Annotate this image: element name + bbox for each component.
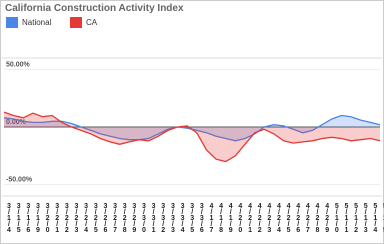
x-tick-label: 4/2/2 [256,203,263,233]
x-tick-label: 3/2/9 [131,203,138,233]
x-tick-label: 3/1/4 [6,203,13,233]
x-tick-label: 5/1/5 [382,203,384,233]
x-tick-label: 4/2/5 [285,203,292,233]
x-tick-label: 3/3/2 [160,203,167,233]
x-tick-label: 5/1/1 [343,203,350,233]
x-tick-label: 3/2/5 [92,203,99,233]
x-tick-label: 5/1/4 [372,203,379,233]
series-area [4,112,380,162]
x-tick-label: 5/1/0 [333,203,340,233]
series-area [4,115,380,141]
legend-swatch [6,17,18,28]
x-tick-label: 3/3/3 [169,203,176,233]
x-tick-label: 3/1/6 [25,203,32,233]
legend-swatch [70,17,82,28]
x-tick-label: 4/1/7 [208,203,215,233]
x-tick-label: 3/3/5 [189,203,196,233]
x-tick-label: 3/2/4 [83,203,90,233]
x-tick-label: 3/2/0 [44,203,51,233]
x-tick-label: 4/2/8 [314,203,321,233]
x-tick-label: 3/1/9 [34,203,41,233]
series-line [3,111,381,163]
x-tick-label: 3/2/6 [102,203,109,233]
x-tick-label: 3/2/3 [73,203,80,233]
x-tick-label: 4/2/1 [247,203,254,233]
legend-label: National [22,18,52,27]
chart-title: California Construction Activity Index [5,3,184,14]
y-tick-label: 0.00% [6,119,27,126]
legend-label: CA [86,18,98,27]
x-tick-label: 4/2/3 [266,203,273,233]
x-tick-label: 3/3/1 [150,203,157,233]
x-tick-label: 4/2/7 [304,203,311,233]
x-tick-label: 5/1/3 [362,203,369,233]
x-tick-label: 5/1/2 [353,203,360,233]
x-tick-label: 4/1/9 [227,203,234,233]
x-tick-label: 4/2/4 [275,203,282,233]
y-tick-label: 50.00% [6,62,31,69]
x-tick-label: 3/2/1 [54,203,61,233]
x-tick-label: 3/3/6 [198,203,205,233]
x-tick-label: 3/1/5 [15,203,22,233]
x-tick-label: 3/3/4 [179,203,186,233]
x-tick-label: 4/2/9 [324,203,331,233]
x-tick-label: 4/2/0 [237,203,244,233]
x-tick-label: 4/2/6 [295,203,302,233]
x-tick-label: 3/2/8 [121,203,128,233]
x-tick-label: 3/2/7 [112,203,119,233]
y-tick-label: -50.00% [6,177,33,184]
x-tick-label: 4/1/8 [218,203,225,233]
x-tick-label: 3/2/2 [63,203,70,233]
x-tick-label: 3/3/0 [140,203,147,233]
